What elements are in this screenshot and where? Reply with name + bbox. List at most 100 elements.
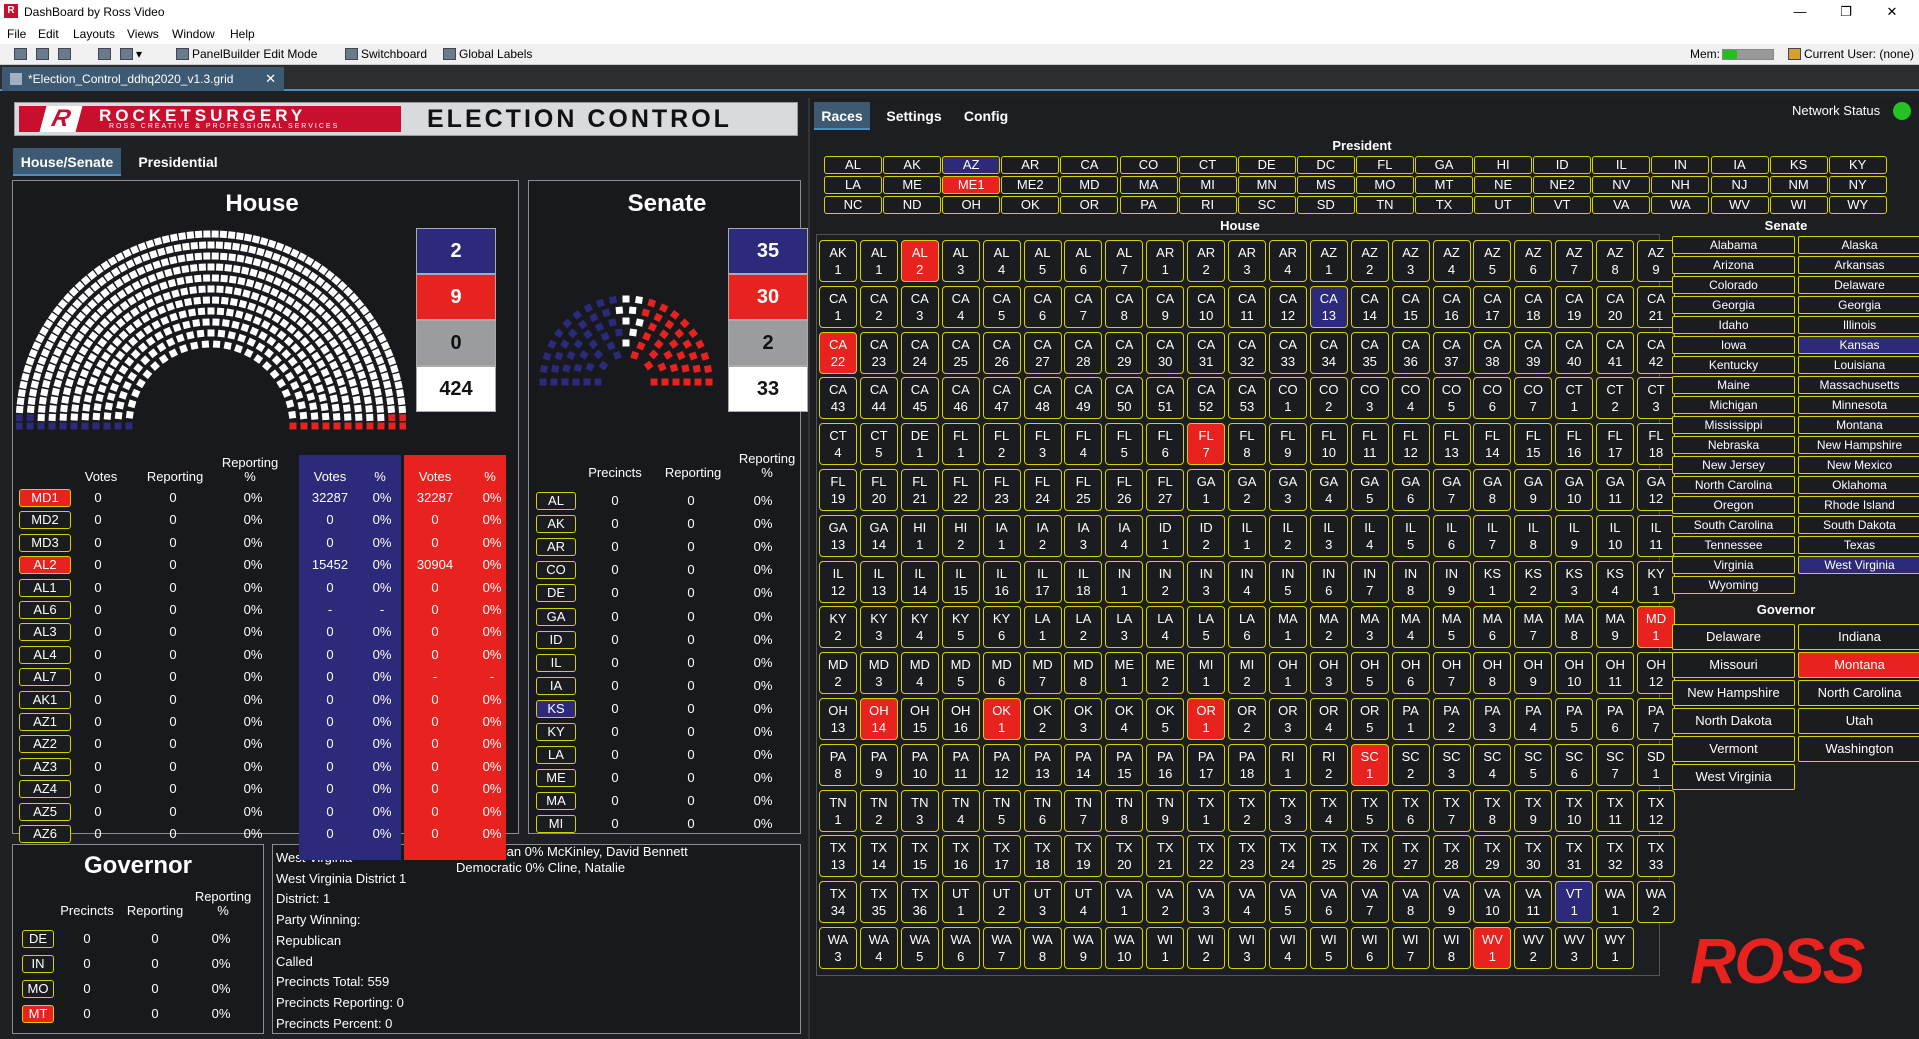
senate-state-illinois[interactable]: Illinois xyxy=(1798,316,1919,334)
house-district-CT1[interactable]: CT 1 xyxy=(1555,377,1594,420)
house-district-WY1[interactable]: WY 1 xyxy=(1596,927,1635,969)
senate-state-tennessee[interactable]: Tennessee xyxy=(1672,536,1795,554)
house-district-CA24[interactable]: CA 24 xyxy=(900,331,939,374)
house-district-OR2[interactable]: OR 2 xyxy=(1228,698,1266,740)
house-district-IN5[interactable]: IN 5 xyxy=(1268,560,1307,603)
governor-race-DE[interactable]: DE xyxy=(22,930,54,948)
house-district-PA15[interactable]: PA 15 xyxy=(1105,743,1144,786)
senate-state-maine[interactable]: Maine xyxy=(1672,376,1795,394)
house-district-KY4[interactable]: KY 4 xyxy=(900,606,939,649)
house-district-TX33[interactable]: TX 33 xyxy=(1637,835,1675,878)
house-district-SC4[interactable]: SC 4 xyxy=(1473,743,1512,786)
senate-state-louisiana[interactable]: Louisiana xyxy=(1798,356,1919,374)
house-district-SC1[interactable]: SC 1 xyxy=(1350,743,1389,786)
house-district-CA34[interactable]: CA 34 xyxy=(1309,331,1348,374)
president-state-AZ[interactable]: AZ xyxy=(942,156,1001,174)
house-race-AZ3[interactable]: AZ3 xyxy=(19,757,71,776)
house-district-MA7[interactable]: MA 7 xyxy=(1514,606,1553,649)
senate-race-IA[interactable]: IA xyxy=(536,676,576,695)
house-district-ME1[interactable]: ME 1 xyxy=(1105,652,1144,695)
senate-state-north-carolina[interactable]: North Carolina xyxy=(1672,476,1795,494)
menu-layouts[interactable]: Layouts xyxy=(73,27,116,41)
house-district-TX9[interactable]: TX 9 xyxy=(1514,789,1553,832)
house-district-WI2[interactable]: WI 2 xyxy=(1187,927,1226,969)
house-district-CA27[interactable]: CA 27 xyxy=(1023,331,1062,374)
save-as-icon[interactable] xyxy=(36,47,52,61)
house-district-AK1[interactable]: AK 1 xyxy=(819,240,857,282)
senate-race-MA[interactable]: MA xyxy=(536,792,576,811)
senate-race-AL[interactable]: AL xyxy=(536,492,576,510)
house-district-GA5[interactable]: GA 5 xyxy=(1350,469,1389,511)
house-district-MA3[interactable]: MA 3 xyxy=(1350,606,1389,649)
house-district-FL7[interactable]: FL 7 xyxy=(1187,423,1226,466)
house-district-TX13[interactable]: TX 13 xyxy=(819,835,857,878)
house-district-WI3[interactable]: WI 3 xyxy=(1228,927,1266,969)
senate-state-south-dakota[interactable]: South Dakota xyxy=(1798,516,1919,534)
house-race-AL1[interactable]: AL1 xyxy=(19,578,71,597)
governor-race-MT[interactable]: MT xyxy=(22,1005,54,1023)
senate-state-georgia[interactable]: Georgia xyxy=(1798,296,1919,314)
house-district-TX7[interactable]: TX 7 xyxy=(1432,789,1471,832)
house-district-PA5[interactable]: PA 5 xyxy=(1555,698,1594,740)
house-district-GA7[interactable]: GA 7 xyxy=(1432,469,1471,511)
house-district-FL10[interactable]: FL 10 xyxy=(1309,423,1348,466)
house-district-WA3[interactable]: WA 3 xyxy=(819,927,857,969)
house-district-OH1[interactable]: OH 1 xyxy=(1268,652,1307,695)
house-district-AZ7[interactable]: AZ 7 xyxy=(1555,240,1594,282)
house-district-CT5[interactable]: CT 5 xyxy=(859,423,898,466)
house-district-IN1[interactable]: IN 1 xyxy=(1105,560,1144,603)
house-district-CA38[interactable]: CA 38 xyxy=(1473,331,1512,374)
house-district-TX28[interactable]: TX 28 xyxy=(1432,835,1471,878)
house-district-RI2[interactable]: RI 2 xyxy=(1309,743,1348,786)
house-district-LA6[interactable]: LA 6 xyxy=(1228,606,1266,649)
house-district-VA8[interactable]: VA 8 xyxy=(1391,881,1430,924)
governor-state-north-dakota[interactable]: North Dakota xyxy=(1672,708,1795,734)
senate-state-rhode-island[interactable]: Rhode Island xyxy=(1798,496,1919,514)
house-district-TX30[interactable]: TX 30 xyxy=(1514,835,1553,878)
house-district-CA10[interactable]: CA 10 xyxy=(1187,285,1226,328)
house-district-TX35[interactable]: TX 35 xyxy=(859,881,898,924)
minimize-button[interactable]: — xyxy=(1793,4,1807,19)
house-race-AK1[interactable]: AK1 xyxy=(19,690,71,709)
house-district-WI7[interactable]: WI 7 xyxy=(1391,927,1430,969)
house-district-AL1[interactable]: AL 1 xyxy=(859,240,898,282)
house-district-GA3[interactable]: GA 3 xyxy=(1268,469,1307,511)
house-district-VA7[interactable]: VA 7 xyxy=(1350,881,1389,924)
house-district-AZ2[interactable]: AZ 2 xyxy=(1350,240,1389,282)
house-district-FL8[interactable]: FL 8 xyxy=(1228,423,1266,466)
house-district-WA6[interactable]: WA 6 xyxy=(941,927,980,969)
senate-state-kentucky[interactable]: Kentucky xyxy=(1672,356,1795,374)
house-district-SD1[interactable]: SD 1 xyxy=(1637,743,1675,786)
house-district-CA51[interactable]: CA 51 xyxy=(1146,377,1185,420)
house-district-TN4[interactable]: TN 4 xyxy=(941,789,980,832)
house-district-WA4[interactable]: WA 4 xyxy=(859,927,898,969)
house-district-CA41[interactable]: CA 41 xyxy=(1596,331,1635,374)
house-district-CA43[interactable]: CA 43 xyxy=(819,377,857,420)
house-district-CT2[interactable]: CT 2 xyxy=(1596,377,1635,420)
house-district-IN9[interactable]: IN 9 xyxy=(1432,560,1471,603)
house-district-IA3[interactable]: IA 3 xyxy=(1064,514,1103,557)
house-district-CA4[interactable]: CA 4 xyxy=(941,285,980,328)
president-state-IN[interactable]: IN xyxy=(1651,156,1710,174)
house-district-FL17[interactable]: FL 17 xyxy=(1596,423,1635,466)
house-race-AL4[interactable]: AL4 xyxy=(19,645,71,664)
president-state-WV[interactable]: WV xyxy=(1710,196,1769,214)
president-state-ID[interactable]: ID xyxy=(1533,156,1592,174)
president-state-CA[interactable]: CA xyxy=(1060,156,1119,174)
president-state-WY[interactable]: WY xyxy=(1828,196,1887,214)
house-district-UT3[interactable]: UT 3 xyxy=(1023,881,1062,924)
senate-state-georgia[interactable]: Georgia xyxy=(1672,296,1795,314)
house-district-GA10[interactable]: GA 10 xyxy=(1555,469,1594,511)
house-district-WA5[interactable]: WA 5 xyxy=(900,927,939,969)
house-district-PA16[interactable]: PA 16 xyxy=(1146,743,1185,786)
president-state-MS[interactable]: MS xyxy=(1296,176,1355,194)
house-district-FL3[interactable]: FL 3 xyxy=(1023,423,1062,466)
tab-config[interactable]: Config xyxy=(963,108,1009,124)
house-district-IA2[interactable]: IA 2 xyxy=(1023,514,1062,557)
house-district-CA28[interactable]: CA 28 xyxy=(1064,331,1103,374)
house-district-VA4[interactable]: VA 4 xyxy=(1228,881,1266,924)
house-district-IL1[interactable]: IL 1 xyxy=(1228,514,1266,557)
house-district-KY6[interactable]: KY 6 xyxy=(982,606,1021,649)
house-district-FL25[interactable]: FL 25 xyxy=(1064,469,1103,511)
house-district-CA44[interactable]: CA 44 xyxy=(859,377,898,420)
